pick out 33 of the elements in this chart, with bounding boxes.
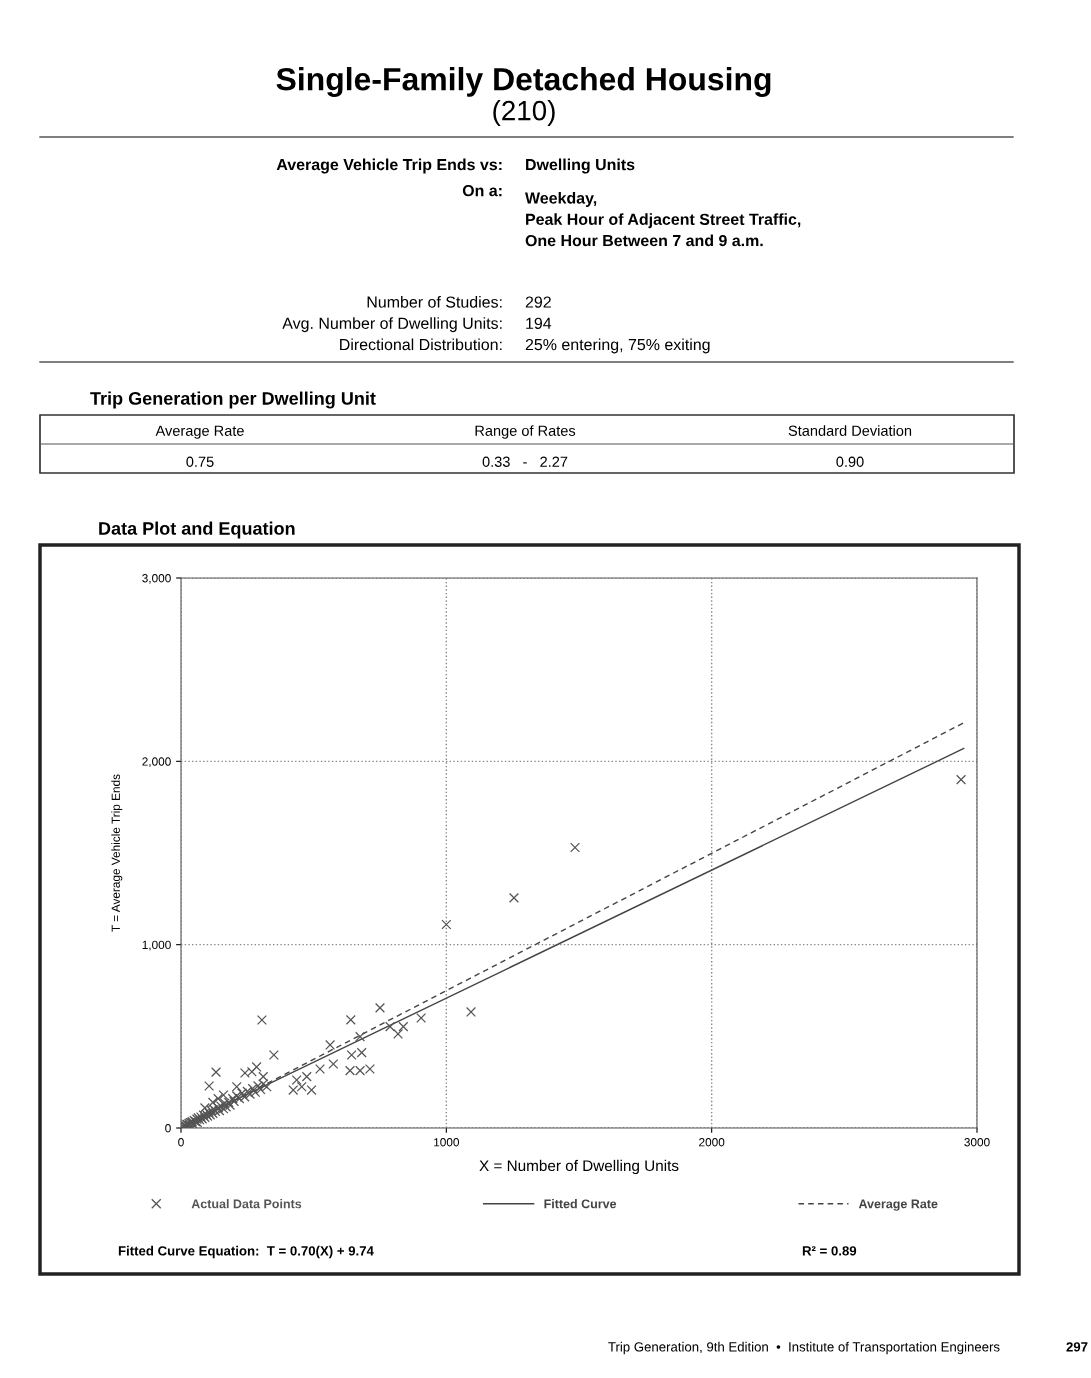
text: Data Plot and Equation (99, 521, 295, 539)
text: Range of Rates (475, 425, 576, 439)
y-tick-label: 2,000 (142, 757, 171, 768)
legend-label: Average Rate (858, 1199, 938, 1211)
y-tick-label: 3,000 (142, 574, 171, 584)
text: 0.75 (186, 456, 214, 467)
text: 0.90 (836, 456, 864, 467)
text: Number of Studies: Avg. Number of Dwelling Units: Directional Distribution: (282, 296, 502, 351)
chart-title: Single-Family Detached Housing (276, 67, 771, 97)
text: Fitted Curve Equation: T = 0.70(X) + 9.74 (118, 1245, 374, 1259)
legend-label: Fitted Curve (544, 1199, 617, 1209)
text: Actual Data Points (191, 1199, 302, 1209)
chart-subtitle: (210) (493, 100, 555, 126)
x-tick-label: 2000 (699, 1138, 725, 1147)
text: On a: (462, 184, 502, 197)
text: 292 194 25% entering, 75% exiting (525, 296, 710, 354)
x-tick-label: 0 (178, 1138, 184, 1147)
text: Average Rate (155, 425, 244, 439)
y-axis-title: T = Average Vehicle Trip Ends (111, 774, 123, 932)
y-tick-label: 1,000 (142, 940, 171, 951)
text: Trip Generation, 9th Edition • Institute of Transportation Engineers (608, 1341, 1000, 1355)
text: 0.33 - 2.27 (482, 456, 568, 467)
x-tick-label: 1000 (434, 1138, 459, 1147)
text: Dwelling Units (526, 158, 635, 174)
y-tick-label: 0 (165, 1124, 171, 1133)
text: Average Vehicle Trip Ends vs: (276, 158, 502, 174)
x-axis-title: X = Number of Dwelling Units (479, 1159, 679, 1175)
text: Trip Generation per Dwelling Unit (90, 391, 376, 409)
x-tick-label: 3000 (964, 1138, 990, 1147)
text: Weekday, Peak Hour of Adjacent Street Traffic, One Hour Between 7 and 9 a.m. (525, 192, 801, 247)
text: 297 (1066, 1342, 1088, 1352)
text: R² = 0.89 (802, 1246, 857, 1256)
text: Standard Deviation (788, 425, 912, 436)
